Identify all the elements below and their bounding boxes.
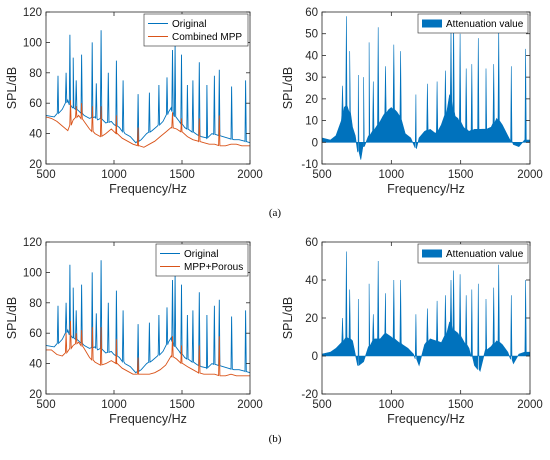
plot-series-group [46, 260, 250, 377]
y-tick-label: 120 [23, 237, 42, 249]
y-tick-label: -20 [301, 389, 318, 401]
legend: Original Combined MPP [143, 13, 249, 47]
legend-label: MPP+Porous [184, 262, 243, 273]
y-tick-label: 10 [305, 116, 318, 128]
y-tick-label: 40 [305, 275, 318, 287]
legend: Attenuation value [417, 243, 529, 264]
y-tick-label: 80 [29, 298, 42, 310]
series-line-1 [46, 100, 250, 148]
x-tick-label: 1500 [448, 169, 474, 181]
y-tick-label: 60 [305, 237, 318, 249]
legend-label: Attenuation value [446, 249, 524, 260]
y-axis-label: SPL/dB [281, 67, 295, 109]
plot-area [322, 242, 530, 394]
y-tick-label: 20 [29, 159, 42, 171]
y-tick-label: 60 [29, 328, 42, 340]
plot-frame [45, 11, 251, 165]
x-tick-label: 1000 [379, 169, 405, 181]
x-axis-label: Frequency/Hz [387, 412, 465, 426]
plot-frame [321, 11, 531, 165]
y-axis-label: SPL/dB [281, 297, 295, 339]
plot-frame [45, 241, 251, 395]
legend-swatch [422, 249, 442, 258]
legend-box [143, 13, 249, 47]
y-tick-label: 40 [29, 359, 42, 371]
x-tick-label: 500 [312, 399, 331, 411]
x-tick-label: 2000 [517, 399, 543, 411]
legend-label: Original [172, 19, 206, 30]
chart-a-att: 500 1000 1500 2000 -10 0 10 20 30 40 50 60 Frequency… [281, 7, 543, 196]
x-axis-label: Frequency/Hz [387, 182, 465, 196]
x-tick-label: 2000 [237, 169, 263, 181]
y-tick-label: -10 [301, 159, 318, 171]
series-area-0 [322, 251, 530, 372]
y-tick-label: 80 [29, 68, 42, 80]
y-tick-label: 100 [23, 37, 42, 49]
x-tick-label: 500 [36, 399, 55, 411]
y-tick-label: 60 [305, 7, 318, 19]
series-line-0 [46, 30, 250, 144]
series-line-0 [46, 260, 250, 374]
legend: Attenuation value [417, 13, 529, 34]
y-tick-label: 20 [305, 94, 318, 106]
x-tick-label: 1500 [448, 399, 474, 411]
series-area-0 [322, 16, 530, 160]
x-tick-label: 500 [312, 169, 331, 181]
x-tick-label: 1500 [169, 169, 195, 181]
plot-series-group [322, 16, 530, 160]
x-tick-label: 1000 [101, 399, 127, 411]
y-tick-label: 50 [305, 29, 318, 41]
y-axis-label: SPL/dB [5, 297, 19, 339]
x-axis-label: Frequency/Hz [109, 412, 187, 426]
y-tick-label: 0 [312, 137, 318, 149]
x-tick-label: 2000 [517, 169, 543, 181]
x-tick-label: 1500 [169, 399, 195, 411]
legend-label: Original [184, 249, 218, 260]
x-tick-label: 500 [36, 169, 55, 181]
chart-b-att: 500 1000 1500 2000 -20 0 20 40 60 Frequency/Hz SPL… [281, 237, 543, 426]
legend-label: Combined MPP [172, 32, 242, 43]
legend-box [417, 13, 529, 34]
x-axis-label: Frequency/Hz [109, 182, 187, 196]
x-tick-label: 2000 [237, 399, 263, 411]
legend-box [417, 243, 529, 264]
chart-a-spl: 500 1000 1500 2000 20 40 60 80 100 120 Frequency/H… [5, 7, 263, 196]
y-tick-label: 40 [305, 50, 318, 62]
caption-b: (b) [269, 433, 282, 445]
y-tick-label: 20 [29, 389, 42, 401]
y-axis-label: SPL/dB [5, 67, 19, 109]
y-tick-label: 30 [305, 72, 318, 84]
legend-box [155, 243, 249, 277]
y-tick-label: 60 [29, 98, 42, 110]
x-tick-label: 1000 [101, 169, 127, 181]
y-tick-label: 120 [23, 7, 42, 19]
y-tick-label: 40 [29, 129, 42, 141]
chart-b-spl: 500 1000 1500 2000 20 40 60 80 100 120 Frequency/H… [5, 237, 263, 426]
legend: Original MPP+Porous [155, 243, 249, 277]
x-tick-label: 1000 [379, 399, 405, 411]
legend-swatch [422, 19, 442, 28]
y-tick-label: 20 [305, 313, 318, 325]
plot-series-group [46, 30, 250, 148]
series-line-1 [46, 320, 250, 377]
legend-label: Attenuation value [446, 19, 524, 30]
plot-series-group [322, 251, 530, 372]
y-tick-label: 100 [23, 267, 42, 279]
caption-a: (a) [269, 207, 282, 219]
y-tick-label: 0 [312, 351, 318, 363]
